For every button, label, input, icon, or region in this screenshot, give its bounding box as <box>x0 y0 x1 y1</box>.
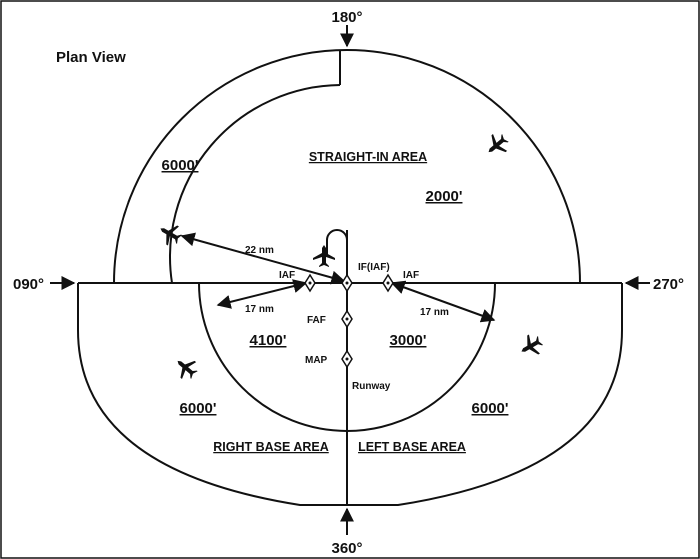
runway-label: Runway <box>352 381 391 392</box>
fix-map <box>341 349 353 369</box>
fix-iaf-right-label: IAF <box>403 270 419 281</box>
heading-180-label: 180° <box>331 9 362 26</box>
straight-in-boundary <box>169 84 341 284</box>
airplane-icon <box>170 352 202 384</box>
fix-if-label: IF(IAF) <box>358 262 390 273</box>
airplane-icon <box>481 129 513 161</box>
radius-arrow-22nm <box>180 232 346 285</box>
distance-17nm-right-label: 17 nm <box>420 307 449 318</box>
fix-faf <box>341 309 353 329</box>
heading-090-label: 090° <box>13 276 44 293</box>
altitude-outer-nw: 6000' <box>162 157 199 174</box>
left-base-area-label: LEFT BASE AREA <box>358 440 466 454</box>
radius-arrow-17nm-right <box>390 280 496 323</box>
heading-360-label: 360° <box>331 540 362 557</box>
distance-17nm-left-label: 17 nm <box>245 304 274 315</box>
airplane-icon <box>313 245 335 267</box>
diagram-title: Plan View <box>56 49 126 66</box>
altitude-outer-se: 6000' <box>472 400 509 417</box>
altitude-inner-left: 4100' <box>250 332 287 349</box>
right-base-area-label: RIGHT BASE AREA <box>213 440 329 454</box>
fix-map-label: MAP <box>305 355 328 366</box>
outer-arc-right <box>346 49 581 284</box>
altitude-outer-sw: 6000' <box>180 400 217 417</box>
altitude-straight-in: 2000' <box>426 188 463 205</box>
fix-iaf-left-label: IAF <box>279 270 295 281</box>
outer-arc-left <box>113 49 348 284</box>
fix-faf-label: FAF <box>307 315 326 326</box>
distance-22nm-label: 22 nm <box>245 245 274 256</box>
radius-arrow-17nm-left <box>216 279 308 309</box>
lower-outer-boundary <box>77 283 623 506</box>
fix-if <box>341 273 353 293</box>
altitude-inner-right: 3000' <box>390 332 427 349</box>
straight-in-area-label: STRAIGHT-IN AREA <box>309 150 427 164</box>
heading-270-label: 270° <box>653 276 684 293</box>
fix-iaf-left <box>304 273 316 293</box>
fix-iaf-right <box>382 273 394 293</box>
airplane-icon <box>515 330 547 362</box>
